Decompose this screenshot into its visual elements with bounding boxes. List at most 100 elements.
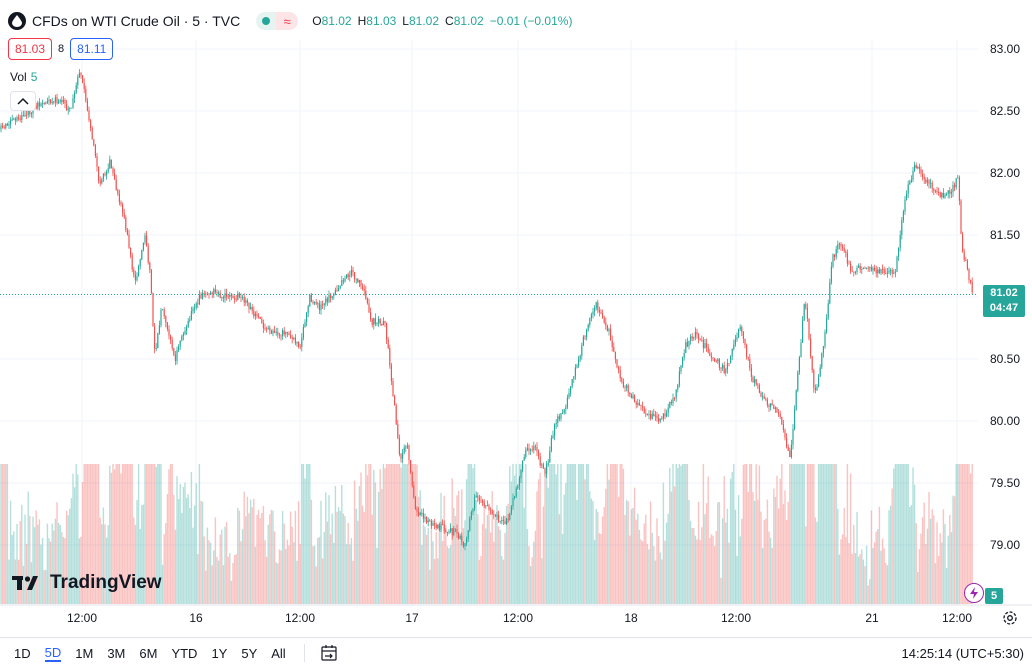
volume-bar (150, 464, 153, 604)
volume-bar (665, 522, 668, 604)
candle-body (45, 102, 47, 104)
volume-bar (313, 545, 316, 604)
range-5y[interactable]: 5Y (241, 645, 258, 661)
volume-bar (889, 505, 892, 604)
volume-bar (142, 504, 145, 604)
volume-bar (112, 464, 114, 604)
candle-body (210, 292, 212, 295)
candle-body (117, 189, 119, 194)
candle-body (130, 247, 132, 256)
candle-body (928, 180, 930, 184)
volume-bar (937, 555, 940, 604)
volume-bar (329, 534, 332, 604)
range-1y[interactable]: 1Y (211, 645, 228, 661)
candle-body (966, 260, 968, 270)
range-1d[interactable]: 1D (14, 645, 31, 661)
candle-body (157, 333, 159, 348)
candle-body (536, 446, 538, 452)
candle-body (346, 274, 348, 279)
range-6m[interactable]: 6M (139, 645, 158, 661)
volume-bar (437, 558, 439, 604)
volume-bar (267, 524, 269, 604)
volume-bar (534, 530, 537, 604)
candle-body (523, 456, 525, 461)
range-1m[interactable]: 1M (75, 645, 94, 661)
candle-body (235, 299, 237, 301)
candle-body (894, 271, 896, 273)
candle-body (669, 401, 671, 408)
candle-body (302, 326, 304, 338)
range-3m[interactable]: 3M (107, 645, 126, 661)
candle-body (675, 389, 677, 399)
volume-bar (161, 564, 164, 604)
volume-bar (697, 501, 700, 604)
candle-body (168, 328, 170, 336)
volume-bar (137, 464, 140, 604)
volume-bar (515, 464, 517, 604)
volume-bar (632, 508, 634, 604)
collapse-legend-button[interactable] (10, 91, 36, 111)
candle-body (290, 335, 292, 338)
volume-bar (312, 546, 314, 604)
last-price-value: 81.02 (990, 287, 1018, 299)
candle-body (819, 367, 821, 377)
volume-bar (710, 534, 713, 604)
candle-body (902, 211, 904, 221)
volume-bar (225, 522, 228, 604)
volume-bar (928, 491, 930, 604)
volume-bar (326, 521, 329, 604)
gear-icon[interactable] (1001, 609, 1019, 627)
volume-bar (33, 527, 36, 604)
timezone-clock[interactable]: 14:25:14 (UTC+5:30) (901, 646, 1024, 661)
volume-bar (392, 464, 394, 604)
candle-body (331, 296, 333, 299)
symbol-legend: CFDs on WTI Crude Oil · 5 · TVC ≈ O81.02… (8, 10, 572, 32)
candle-body (763, 396, 765, 399)
candle-body (845, 251, 847, 253)
volume-bar (840, 539, 842, 604)
candle-body (768, 405, 770, 408)
candle-body (602, 313, 604, 318)
volume-bar (291, 526, 293, 604)
volume-bar (661, 559, 663, 604)
volume-bar (960, 464, 962, 604)
volume-bar (877, 529, 879, 604)
volume-bar (509, 466, 511, 604)
volume-bar (363, 512, 365, 604)
candle-body (58, 101, 60, 104)
volume-bar (113, 469, 116, 604)
volume-legend[interactable]: Vol 5 (10, 70, 37, 84)
candle-body (382, 320, 384, 326)
volume-bar (305, 464, 308, 604)
candle-body (362, 286, 364, 289)
volume-bar (448, 548, 450, 604)
candle-body (334, 290, 336, 296)
symbol-title[interactable]: CFDs on WTI Crude Oil · 5 · TVC (32, 13, 241, 29)
candle-body (283, 330, 285, 335)
volume-bar (688, 500, 690, 604)
volume-bar (168, 469, 170, 604)
candle-body (733, 344, 735, 349)
candle-body (965, 259, 967, 261)
volume-bar (105, 537, 108, 604)
range-ytd[interactable]: YTD (171, 645, 198, 661)
lightning-icon[interactable] (964, 583, 984, 603)
volume-bar (537, 479, 540, 604)
volume-bar (365, 464, 367, 604)
range-all[interactable]: All (271, 645, 286, 661)
market-status[interactable]: ≈ (256, 12, 299, 30)
candle-body (451, 528, 453, 535)
sell-button[interactable]: 81.03 (8, 38, 53, 60)
droplet-icon (8, 12, 26, 30)
volume-bar (494, 518, 497, 604)
candle-body (678, 371, 680, 385)
candle-body (542, 464, 544, 469)
candle-body (667, 407, 669, 413)
volume-bar (309, 464, 311, 604)
buy-button[interactable]: 81.11 (70, 38, 114, 60)
volume-bar (849, 473, 852, 604)
volume-bar (633, 487, 636, 604)
calendar-goto-icon[interactable] (319, 644, 339, 662)
range-5d[interactable]: 5D (44, 644, 62, 662)
